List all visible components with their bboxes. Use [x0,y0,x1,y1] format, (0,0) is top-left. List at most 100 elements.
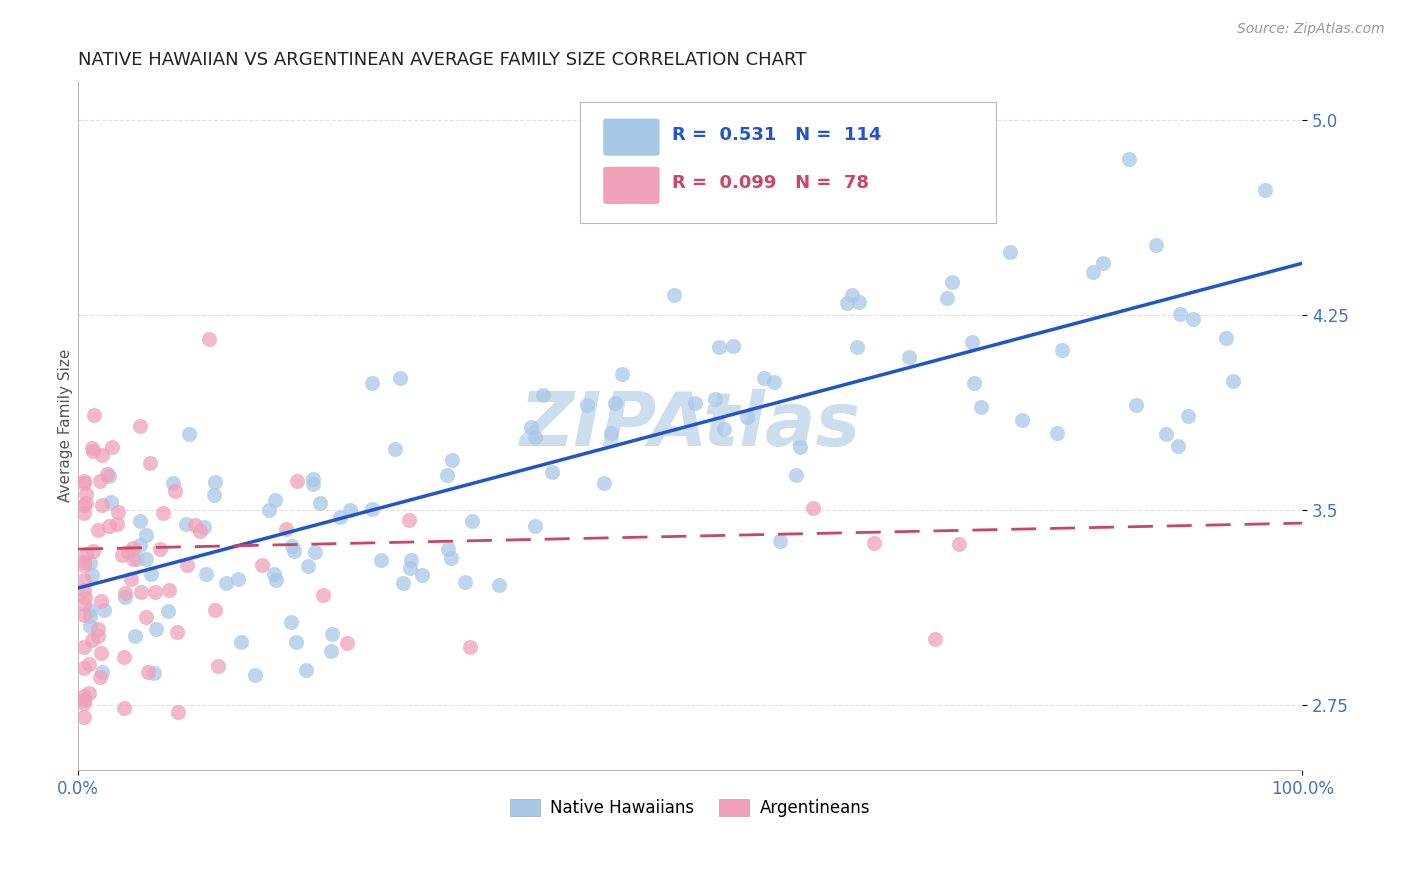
Point [75,547,97,561]
Text: ZIPAtlas: ZIPAtlas [520,389,860,462]
Point [440,550,463,565]
Point [297,558,319,573]
Point [1050,343,1073,357]
Point [75,495,97,509]
Point [122,541,145,555]
Point [73,640,96,654]
Point [97,469,120,483]
Point [152,506,174,520]
Point [82,443,104,458]
Point [157,583,180,598]
Point [763,375,786,389]
Point [707,340,730,354]
Point [73,598,96,612]
Point [312,588,335,602]
Point [752,371,775,385]
Point [283,544,305,558]
Point [82,632,104,647]
Point [721,339,744,353]
Point [90,594,112,608]
Point [1168,308,1191,322]
Point [398,513,420,527]
Point [285,474,308,488]
Point [188,524,211,538]
Point [789,440,811,454]
Point [121,552,143,566]
Point [605,396,627,410]
FancyBboxPatch shape [603,167,659,204]
Point [401,552,423,566]
Point [370,552,392,566]
Point [960,335,983,350]
Point [166,624,188,639]
Point [73,498,96,512]
Point [454,574,477,589]
Point [461,514,484,528]
Point [142,665,165,680]
Point [89,474,111,488]
Point [129,418,152,433]
Point [336,635,359,649]
Point [284,635,307,649]
Point [737,410,759,425]
Point [610,368,633,382]
Point [176,516,198,531]
Point [841,288,863,302]
Point [436,467,458,482]
FancyBboxPatch shape [603,119,659,156]
Point [264,492,287,507]
Point [91,499,114,513]
Point [392,576,415,591]
Point [138,665,160,680]
Point [1167,439,1189,453]
Point [704,392,727,407]
Point [73,476,96,491]
Point [128,514,150,528]
Point [100,495,122,509]
Point [948,537,970,551]
Point [321,644,343,658]
Point [524,519,547,533]
Point [105,517,128,532]
Point [862,536,884,550]
Point [769,533,792,548]
Point [713,422,735,436]
Point [1144,237,1167,252]
Point [145,622,167,636]
Text: R =  0.531   N =  114: R = 0.531 N = 114 [672,126,882,145]
Point [1125,398,1147,412]
Point [998,245,1021,260]
Point [176,558,198,572]
Point [80,441,103,455]
Point [156,604,179,618]
Point [848,295,870,310]
Point [179,426,201,441]
Point [683,395,706,409]
Point [100,440,122,454]
Point [458,640,481,655]
Point [204,602,226,616]
Text: R =  0.099   N =  78: R = 0.099 N = 78 [672,174,869,193]
Point [82,567,104,582]
Point [592,476,614,491]
Point [73,692,96,706]
Y-axis label: Average Family Size: Average Family Size [58,349,73,502]
Point [308,496,330,510]
Point [936,292,959,306]
Point [524,430,547,444]
Point [541,465,564,479]
Point [135,527,157,541]
Point [90,449,112,463]
Point [183,518,205,533]
Point [73,506,96,520]
Point [111,548,134,562]
Point [90,665,112,679]
Point [96,467,118,481]
Point [112,701,135,715]
Point [73,697,96,711]
Point [440,453,463,467]
Point [207,659,229,673]
Point [302,472,325,486]
Point [114,586,136,600]
Point [162,476,184,491]
